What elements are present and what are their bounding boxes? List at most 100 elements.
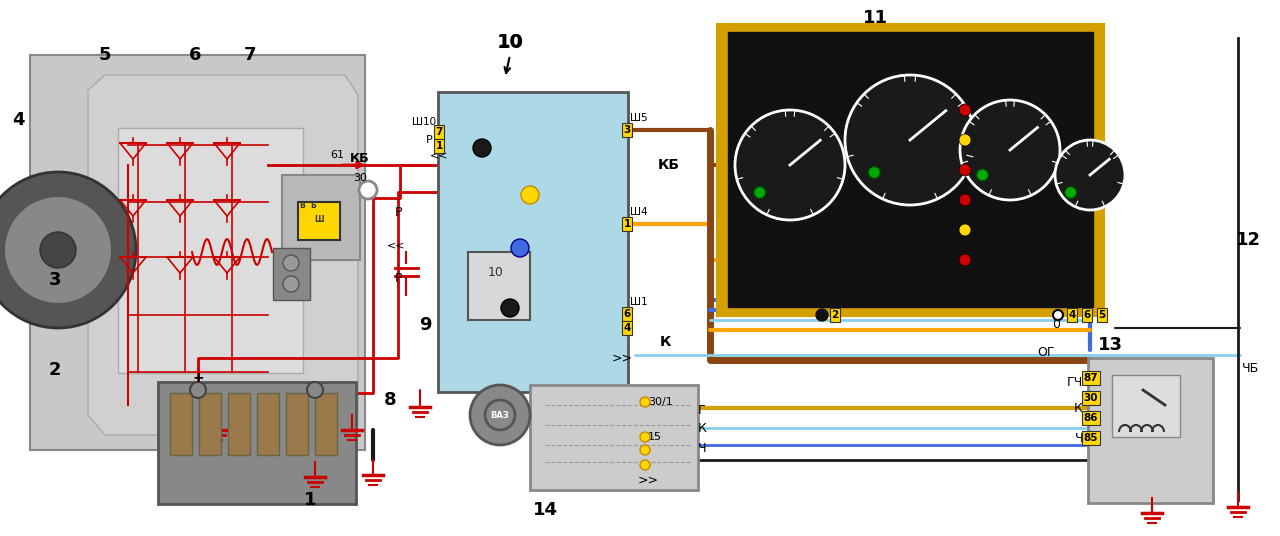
Text: 30: 30	[1084, 393, 1098, 403]
Text: 11: 11	[863, 9, 887, 27]
Text: Г: Г	[698, 404, 705, 416]
Bar	[315, 393, 337, 455]
Circle shape	[358, 181, 378, 199]
Bar	[282, 175, 360, 260]
Circle shape	[959, 134, 972, 146]
Bar	[438, 92, 628, 392]
Text: 30: 30	[353, 173, 367, 183]
Circle shape	[640, 432, 650, 442]
Circle shape	[959, 104, 972, 116]
Text: Р: Р	[394, 272, 402, 285]
Bar	[285, 393, 308, 455]
Bar	[468, 252, 530, 320]
Text: 13: 13	[1097, 336, 1123, 354]
Circle shape	[754, 187, 765, 198]
Circle shape	[959, 224, 972, 236]
Bar	[530, 385, 698, 490]
Circle shape	[959, 164, 972, 176]
Text: К: К	[698, 421, 707, 435]
Circle shape	[189, 382, 206, 398]
Bar	[228, 393, 250, 455]
Text: КБ: КБ	[658, 158, 680, 172]
Text: ГЧ: ГЧ	[1066, 376, 1083, 390]
Text: ОГ: ОГ	[1038, 346, 1055, 359]
Text: ВАЗ: ВАЗ	[490, 411, 509, 420]
Bar	[273, 248, 310, 300]
Text: <<: <<	[387, 240, 406, 250]
Text: Ш5: Ш5	[630, 113, 648, 123]
Text: 14: 14	[532, 501, 558, 519]
Circle shape	[1055, 140, 1125, 210]
Text: 5: 5	[99, 46, 111, 64]
Text: 1: 1	[435, 141, 443, 151]
Text: Ч: Ч	[698, 442, 707, 455]
Circle shape	[521, 186, 539, 204]
Text: 3: 3	[623, 125, 631, 135]
Text: 86: 86	[1084, 413, 1098, 423]
Circle shape	[735, 110, 845, 220]
Circle shape	[0, 172, 136, 328]
Text: Р: Р	[394, 205, 402, 219]
Text: 4: 4	[12, 111, 24, 129]
Bar	[728, 32, 1093, 307]
Text: 30/1: 30/1	[648, 397, 673, 407]
Text: 2: 2	[832, 310, 838, 320]
Text: 4: 4	[623, 323, 631, 333]
Circle shape	[640, 397, 650, 407]
Text: 1: 1	[623, 219, 631, 229]
Circle shape	[307, 382, 323, 398]
Text: Р: Р	[426, 135, 433, 145]
Bar	[118, 128, 303, 373]
Polygon shape	[238, 415, 346, 450]
Circle shape	[283, 255, 300, 271]
Text: 3: 3	[49, 271, 61, 289]
Text: К: К	[1074, 401, 1083, 414]
Text: В  Б: В Б	[300, 201, 316, 210]
Text: 5: 5	[1098, 310, 1106, 320]
Circle shape	[868, 167, 881, 178]
Text: 8: 8	[384, 391, 397, 409]
Circle shape	[640, 460, 650, 470]
Text: 6: 6	[1083, 310, 1091, 320]
Circle shape	[977, 169, 988, 181]
Circle shape	[283, 276, 300, 292]
Text: 12: 12	[1235, 231, 1261, 249]
Text: Ч: Ч	[1074, 431, 1083, 444]
Text: 7: 7	[435, 127, 443, 137]
Text: Ш4: Ш4	[630, 207, 648, 217]
Circle shape	[959, 194, 972, 206]
Bar	[298, 202, 340, 240]
Bar	[170, 393, 192, 455]
Text: Ш: Ш	[314, 215, 324, 224]
Text: ЧБ: ЧБ	[1242, 361, 1260, 375]
Bar	[1112, 375, 1180, 437]
Text: 61: 61	[330, 150, 344, 160]
Circle shape	[640, 445, 650, 455]
Circle shape	[845, 75, 975, 205]
Text: 6: 6	[188, 46, 201, 64]
Text: +: +	[192, 371, 204, 385]
Text: КБ: КБ	[349, 152, 370, 165]
Text: 85: 85	[1084, 433, 1098, 443]
Text: 1: 1	[303, 491, 316, 509]
Text: Ш1: Ш1	[630, 297, 648, 307]
Circle shape	[817, 309, 828, 321]
Circle shape	[1065, 187, 1076, 198]
Circle shape	[4, 196, 113, 304]
Circle shape	[40, 232, 76, 268]
Circle shape	[1053, 310, 1062, 320]
Circle shape	[474, 139, 492, 157]
Circle shape	[500, 299, 518, 317]
Text: >>: >>	[637, 473, 658, 487]
Text: 10: 10	[497, 33, 524, 51]
Text: 6: 6	[623, 309, 631, 319]
Bar	[257, 393, 279, 455]
Circle shape	[511, 239, 529, 257]
Text: 4: 4	[1069, 310, 1075, 320]
Bar	[718, 25, 1103, 315]
Text: 7: 7	[243, 46, 256, 64]
Bar	[198, 393, 221, 455]
Text: Ш10: Ш10	[412, 117, 436, 127]
Circle shape	[959, 254, 972, 266]
Text: 10: 10	[488, 265, 504, 279]
